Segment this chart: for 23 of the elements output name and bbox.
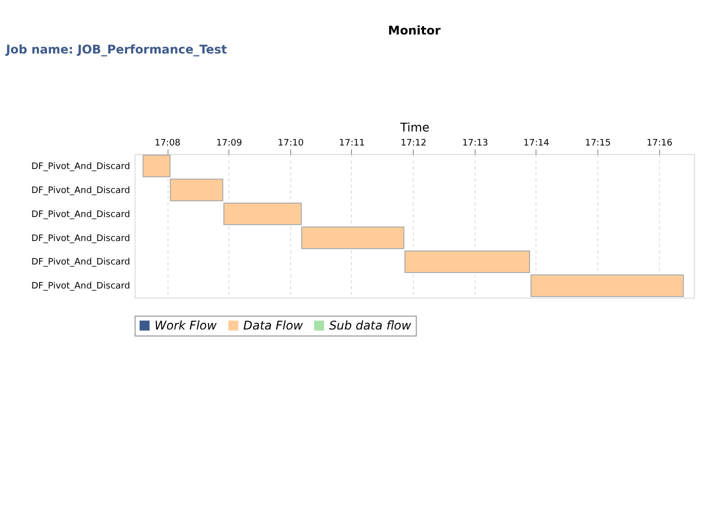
y-tick-label: DF_Pivot_And_Discard: [31, 162, 130, 172]
x-tick-label: 17:08: [154, 138, 181, 149]
legend-label: Sub data flow: [329, 318, 412, 333]
x-axis-title: Time: [399, 120, 430, 135]
x-tick-label: 17:09: [216, 138, 242, 149]
bar: [530, 274, 684, 297]
x-tick-label: 17:14: [523, 138, 550, 149]
y-tick-label: DF_Pivot_And_Discard: [31, 282, 130, 292]
chart-title: Monitor: [388, 23, 441, 38]
x-tick-label: 17:16: [646, 138, 673, 149]
x-tick-label: 17:11: [339, 138, 365, 149]
bar: [404, 250, 530, 274]
x-tick-label: 17:15: [584, 138, 611, 149]
legend-label: Work Flow: [154, 318, 217, 333]
x-tick-label: 17:13: [462, 138, 488, 149]
y-tick-label: DF_Pivot_And_Discard: [31, 210, 130, 220]
x-tick-label: 17:10: [278, 138, 304, 149]
y-tick-label: DF_Pivot_And_Discard: [31, 234, 130, 244]
x-tick-label: 17:12: [400, 138, 426, 149]
text: Job name: JOB_Performance_Test: [4, 42, 228, 56]
y-tick-label: DF_Pivot_And_Discard: [31, 258, 130, 268]
legend-label: Data Flow: [243, 318, 304, 333]
y-tick-label: DF_Pivot_And_Discard: [31, 186, 130, 196]
